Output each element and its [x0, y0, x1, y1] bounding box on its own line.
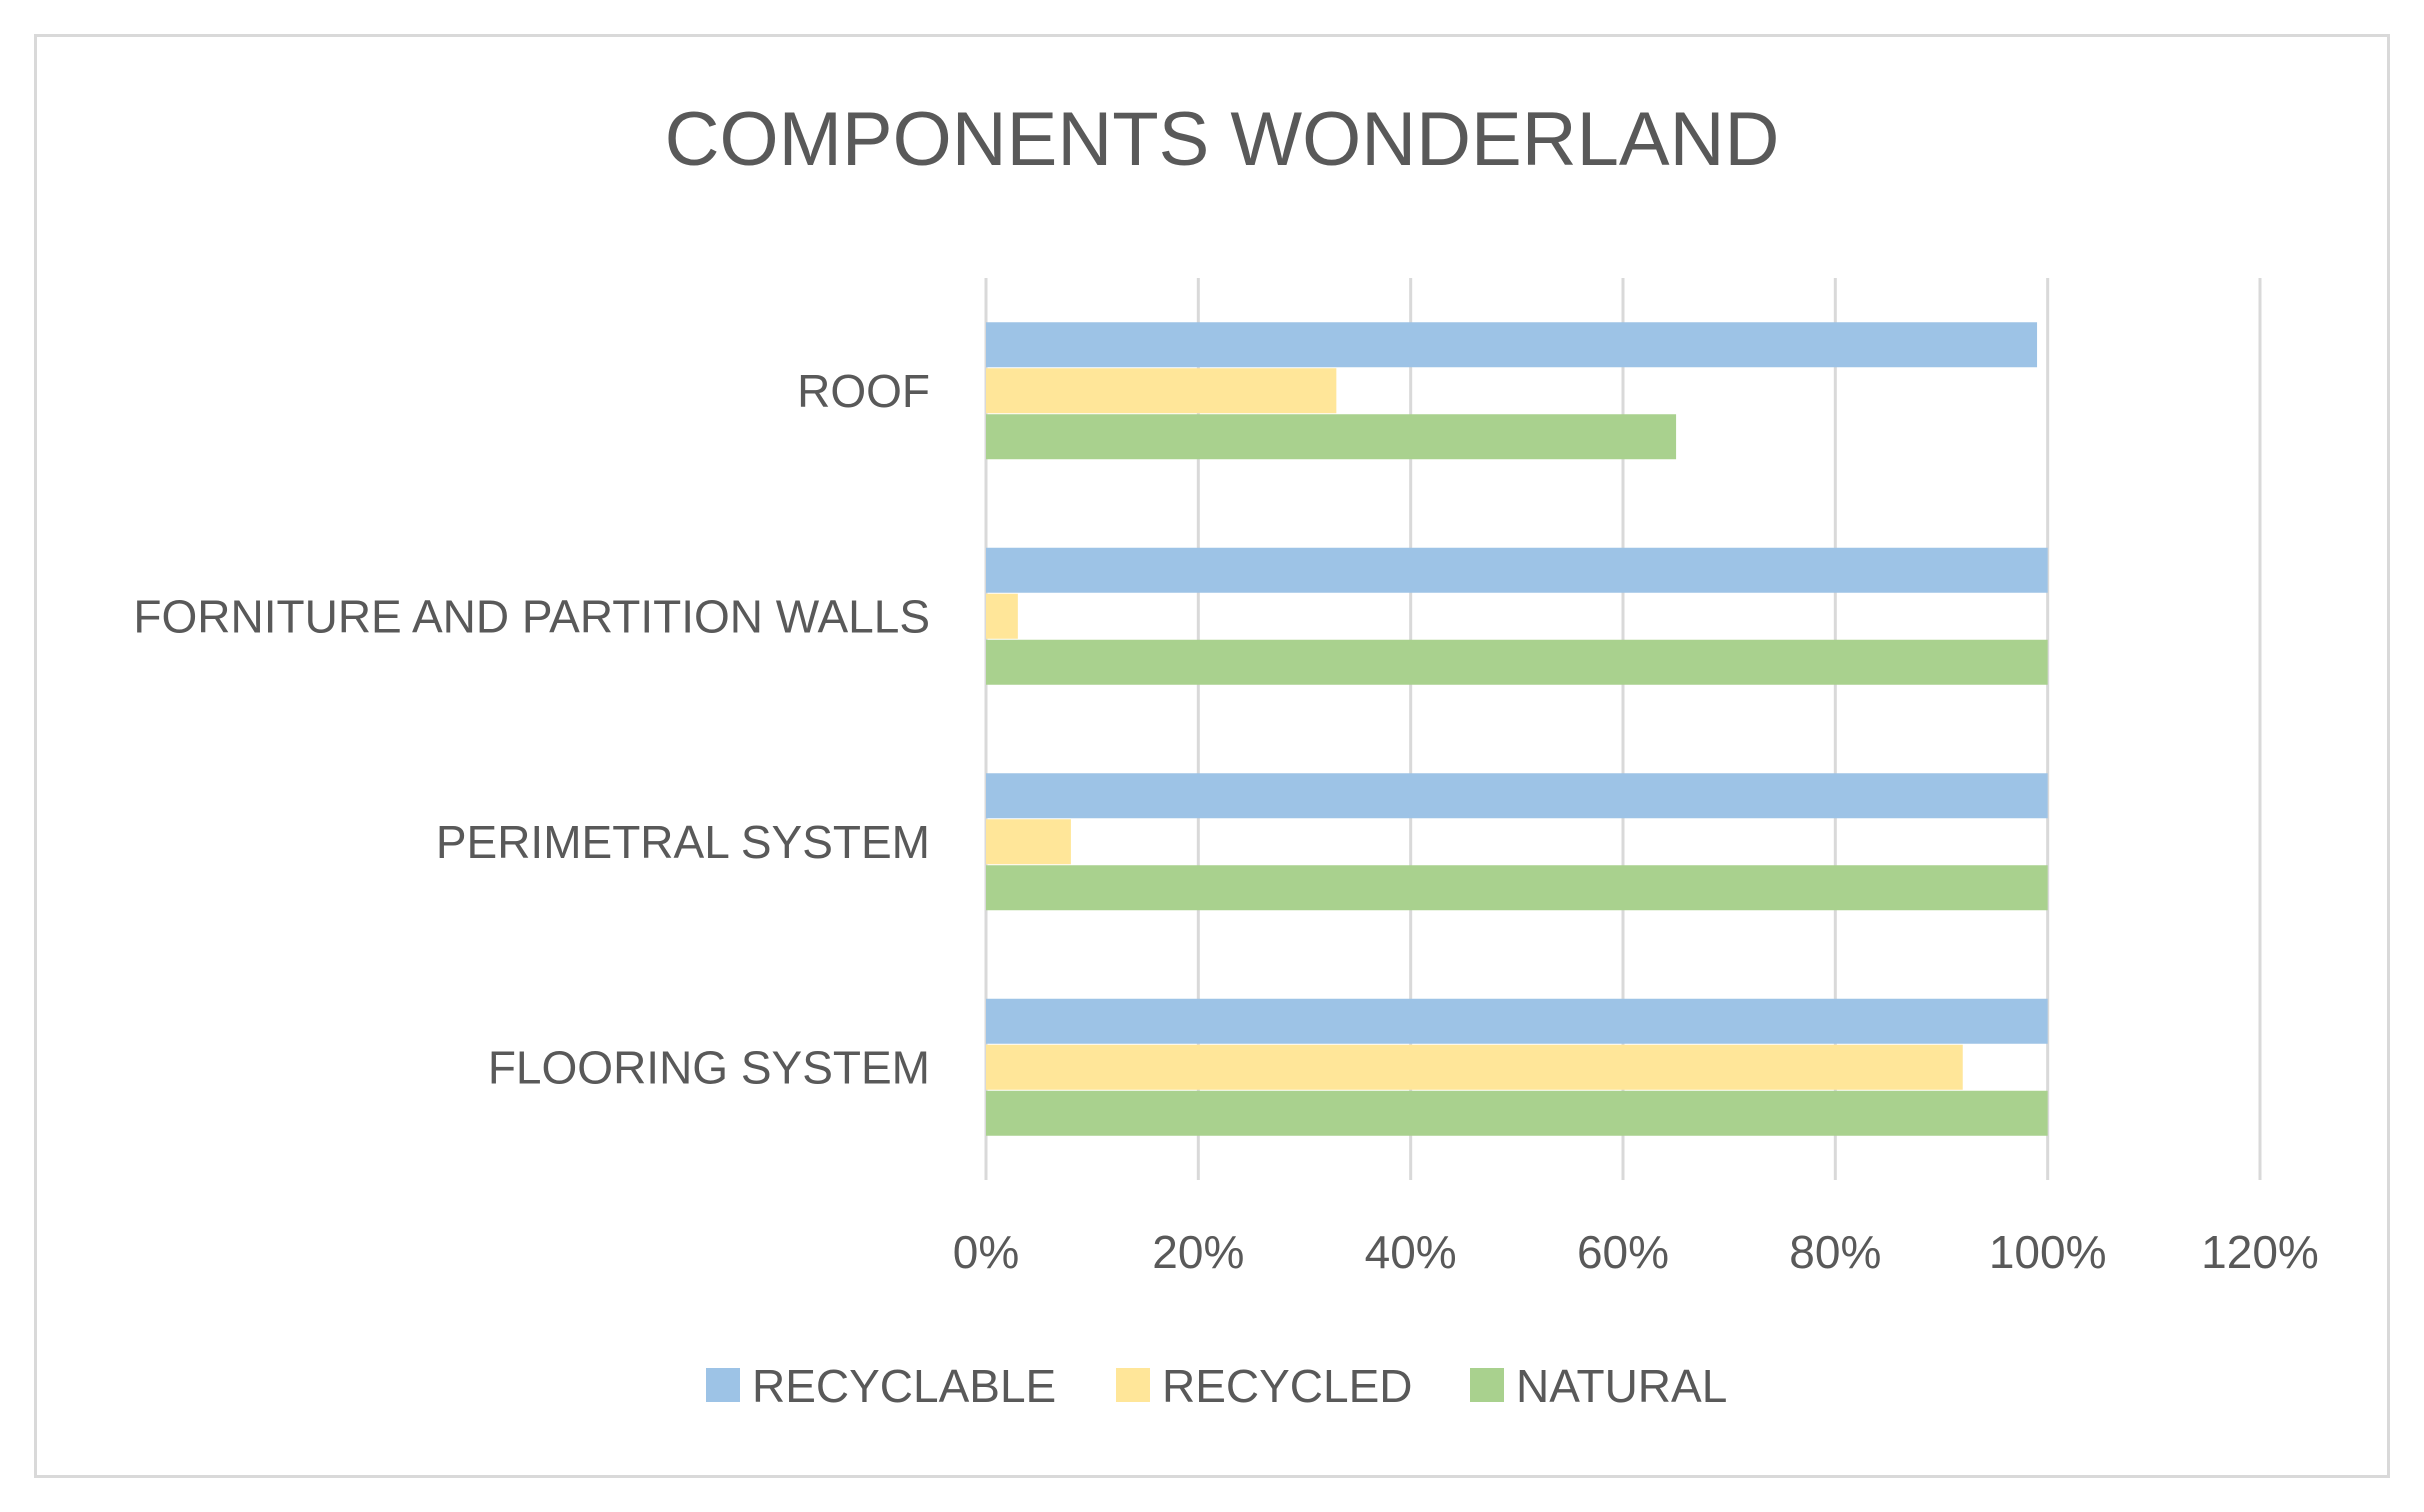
bars — [986, 322, 2048, 1136]
bar-natural-3 — [986, 1090, 2048, 1136]
x-tick-label-4: 80% — [1789, 1226, 1881, 1278]
bar-recycled-1 — [986, 593, 1018, 639]
legend-label-natural: NATURAL — [1516, 1360, 1727, 1412]
bar-recycled-0 — [986, 368, 1337, 414]
bar-recyclable-3 — [986, 998, 2048, 1044]
bar-recyclable-0 — [986, 322, 2038, 368]
bar-recycled-2 — [986, 819, 1071, 865]
bar-natural-1 — [986, 639, 2048, 685]
chart-title: COMPONENTS WONDERLAND — [665, 97, 1780, 182]
legend-swatch-natural — [1470, 1368, 1504, 1402]
category-label-0: ROOF — [797, 365, 930, 417]
bar-recyclable-2 — [986, 773, 2048, 819]
category-label-1: FORNITURE AND PARTITION WALLS — [133, 590, 930, 642]
category-label-3: FLOORING SYSTEM — [488, 1041, 930, 1093]
x-tick-label-1: 20% — [1152, 1226, 1244, 1278]
bar-natural-0 — [986, 414, 1677, 460]
legend-swatch-recyclable — [706, 1368, 740, 1402]
legend-label-recycled: RECYCLED — [1162, 1360, 1413, 1412]
x-tick-label-0: 0% — [953, 1226, 1019, 1278]
x-tick-label-3: 60% — [1577, 1226, 1669, 1278]
chart-frame — [34, 34, 2390, 1478]
bar-natural-2 — [986, 865, 2048, 911]
bar-recycled-3 — [986, 1044, 1963, 1090]
grid — [984, 278, 2262, 1180]
bar-recyclable-1 — [986, 547, 2048, 593]
x-tick-label-6: 120% — [2201, 1226, 2319, 1278]
category-labels: ROOF FORNITURE AND PARTITION WALLS PERIMET… — [133, 365, 930, 1094]
x-tick-label-2: 40% — [1365, 1226, 1457, 1278]
legend: RECYCLABLE RECYCLED NATURAL — [706, 1360, 1727, 1412]
x-tick-labels: 0% 20% 40% 60% 80% 100% 120% — [953, 1226, 2319, 1278]
x-tick-label-5: 100% — [1989, 1226, 2107, 1278]
legend-label-recyclable: RECYCLABLE — [752, 1360, 1056, 1412]
category-label-2: PERIMETRAL SYSTEM — [436, 816, 930, 868]
legend-swatch-recycled — [1116, 1368, 1150, 1402]
